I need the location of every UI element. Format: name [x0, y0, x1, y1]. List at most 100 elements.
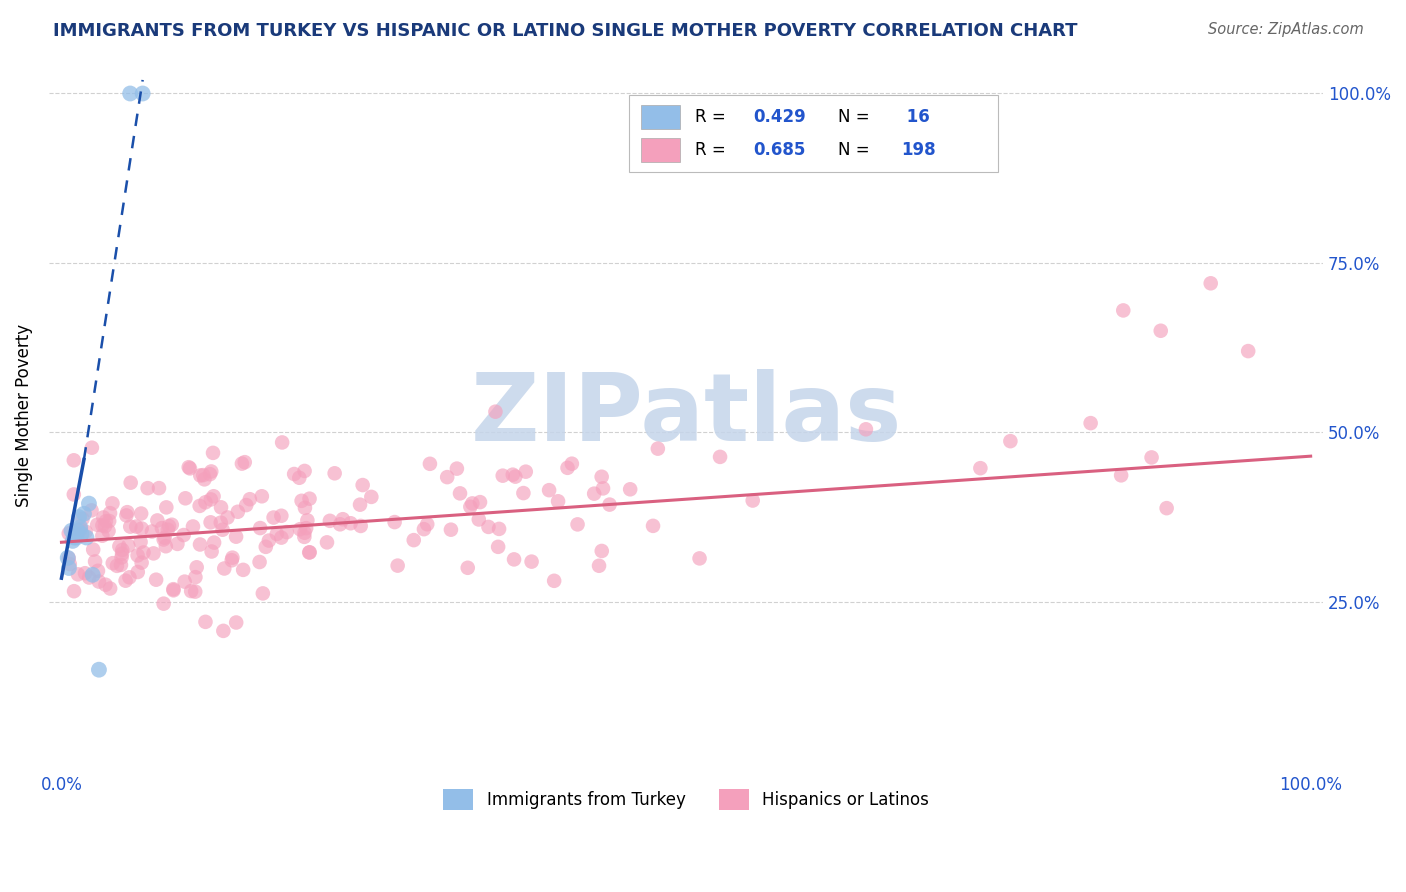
- Point: [250, 489, 273, 503]
- Point: [209, 516, 232, 530]
- Point: [91, 510, 114, 524]
- Point: [94, 514, 117, 528]
- Point: [87, 574, 110, 589]
- Point: [292, 530, 315, 544]
- Point: [108, 539, 131, 553]
- Point: [114, 574, 136, 588]
- Point: [419, 457, 441, 471]
- Point: [226, 505, 249, 519]
- Point: [80, 441, 103, 455]
- Point: [173, 574, 195, 589]
- Point: [200, 465, 222, 479]
- Point: [188, 537, 211, 551]
- Point: [87, 663, 110, 677]
- Text: 198: 198: [901, 141, 936, 159]
- Point: [387, 558, 409, 573]
- Point: [413, 522, 436, 536]
- Point: [129, 535, 152, 549]
- Point: [298, 491, 321, 506]
- Point: [1109, 468, 1132, 483]
- Point: [127, 549, 149, 563]
- Point: [70, 527, 93, 541]
- Point: [294, 525, 316, 540]
- Point: [120, 87, 142, 101]
- Point: [461, 496, 484, 510]
- Point: [184, 570, 207, 584]
- Point: [561, 457, 583, 471]
- Point: [263, 510, 285, 524]
- Point: [162, 582, 184, 597]
- Point: [63, 584, 86, 599]
- Point: [94, 519, 117, 533]
- Point: [588, 558, 610, 573]
- Point: [58, 526, 80, 541]
- Point: [502, 467, 524, 482]
- Point: [239, 492, 262, 507]
- Text: ZIPatlas: ZIPatlas: [471, 369, 901, 461]
- Point: [63, 531, 86, 545]
- Point: [186, 560, 208, 574]
- Point: [329, 517, 352, 532]
- Point: [254, 540, 277, 554]
- Point: [98, 582, 121, 596]
- Point: [62, 533, 84, 548]
- Point: [283, 467, 305, 481]
- Point: [350, 519, 373, 533]
- Point: [98, 514, 121, 528]
- Point: [592, 482, 614, 496]
- Point: [1156, 501, 1178, 516]
- Point: [225, 615, 247, 630]
- Point: [201, 544, 224, 558]
- Point: [460, 500, 482, 514]
- Point: [145, 573, 167, 587]
- Point: [58, 561, 80, 575]
- Point: [583, 486, 606, 500]
- Point: [440, 523, 463, 537]
- Point: [557, 460, 579, 475]
- Point: [486, 540, 509, 554]
- Point: [86, 517, 108, 532]
- Point: [173, 528, 195, 542]
- Point: [188, 499, 211, 513]
- Point: [214, 561, 236, 575]
- Point: [94, 578, 117, 592]
- Point: [181, 519, 204, 533]
- Point: [166, 537, 188, 551]
- Point: [619, 483, 641, 497]
- Point: [63, 527, 86, 541]
- Point: [66, 567, 89, 582]
- Point: [641, 519, 664, 533]
- Point: [160, 517, 183, 532]
- Point: [505, 469, 527, 483]
- Point: [295, 521, 318, 535]
- Point: [127, 565, 149, 579]
- Point: [58, 551, 80, 566]
- Point: [538, 483, 561, 498]
- Point: [249, 521, 271, 535]
- Point: [323, 467, 346, 481]
- Point: [270, 531, 292, 545]
- Point: [200, 492, 222, 507]
- Point: [591, 469, 613, 483]
- Point: [180, 584, 202, 599]
- Point: [75, 531, 97, 545]
- Point: [202, 489, 225, 503]
- Point: [298, 545, 321, 559]
- Point: [131, 87, 153, 101]
- Point: [69, 520, 91, 534]
- Point: [82, 567, 104, 582]
- Point: [65, 531, 87, 545]
- Point: [360, 490, 382, 504]
- Point: [291, 493, 314, 508]
- Point: [156, 523, 179, 537]
- Point: [174, 491, 197, 506]
- Point: [77, 570, 100, 584]
- Text: IMMIGRANTS FROM TURKEY VS HISPANIC OR LATINO SINGLE MOTHER POVERTY CORRELATION C: IMMIGRANTS FROM TURKEY VS HISPANIC OR LA…: [53, 22, 1078, 40]
- Point: [72, 512, 94, 526]
- Point: [520, 555, 543, 569]
- Point: [252, 586, 274, 600]
- Point: [66, 524, 89, 538]
- Point: [117, 539, 139, 553]
- Point: [73, 566, 96, 581]
- Point: [193, 468, 215, 483]
